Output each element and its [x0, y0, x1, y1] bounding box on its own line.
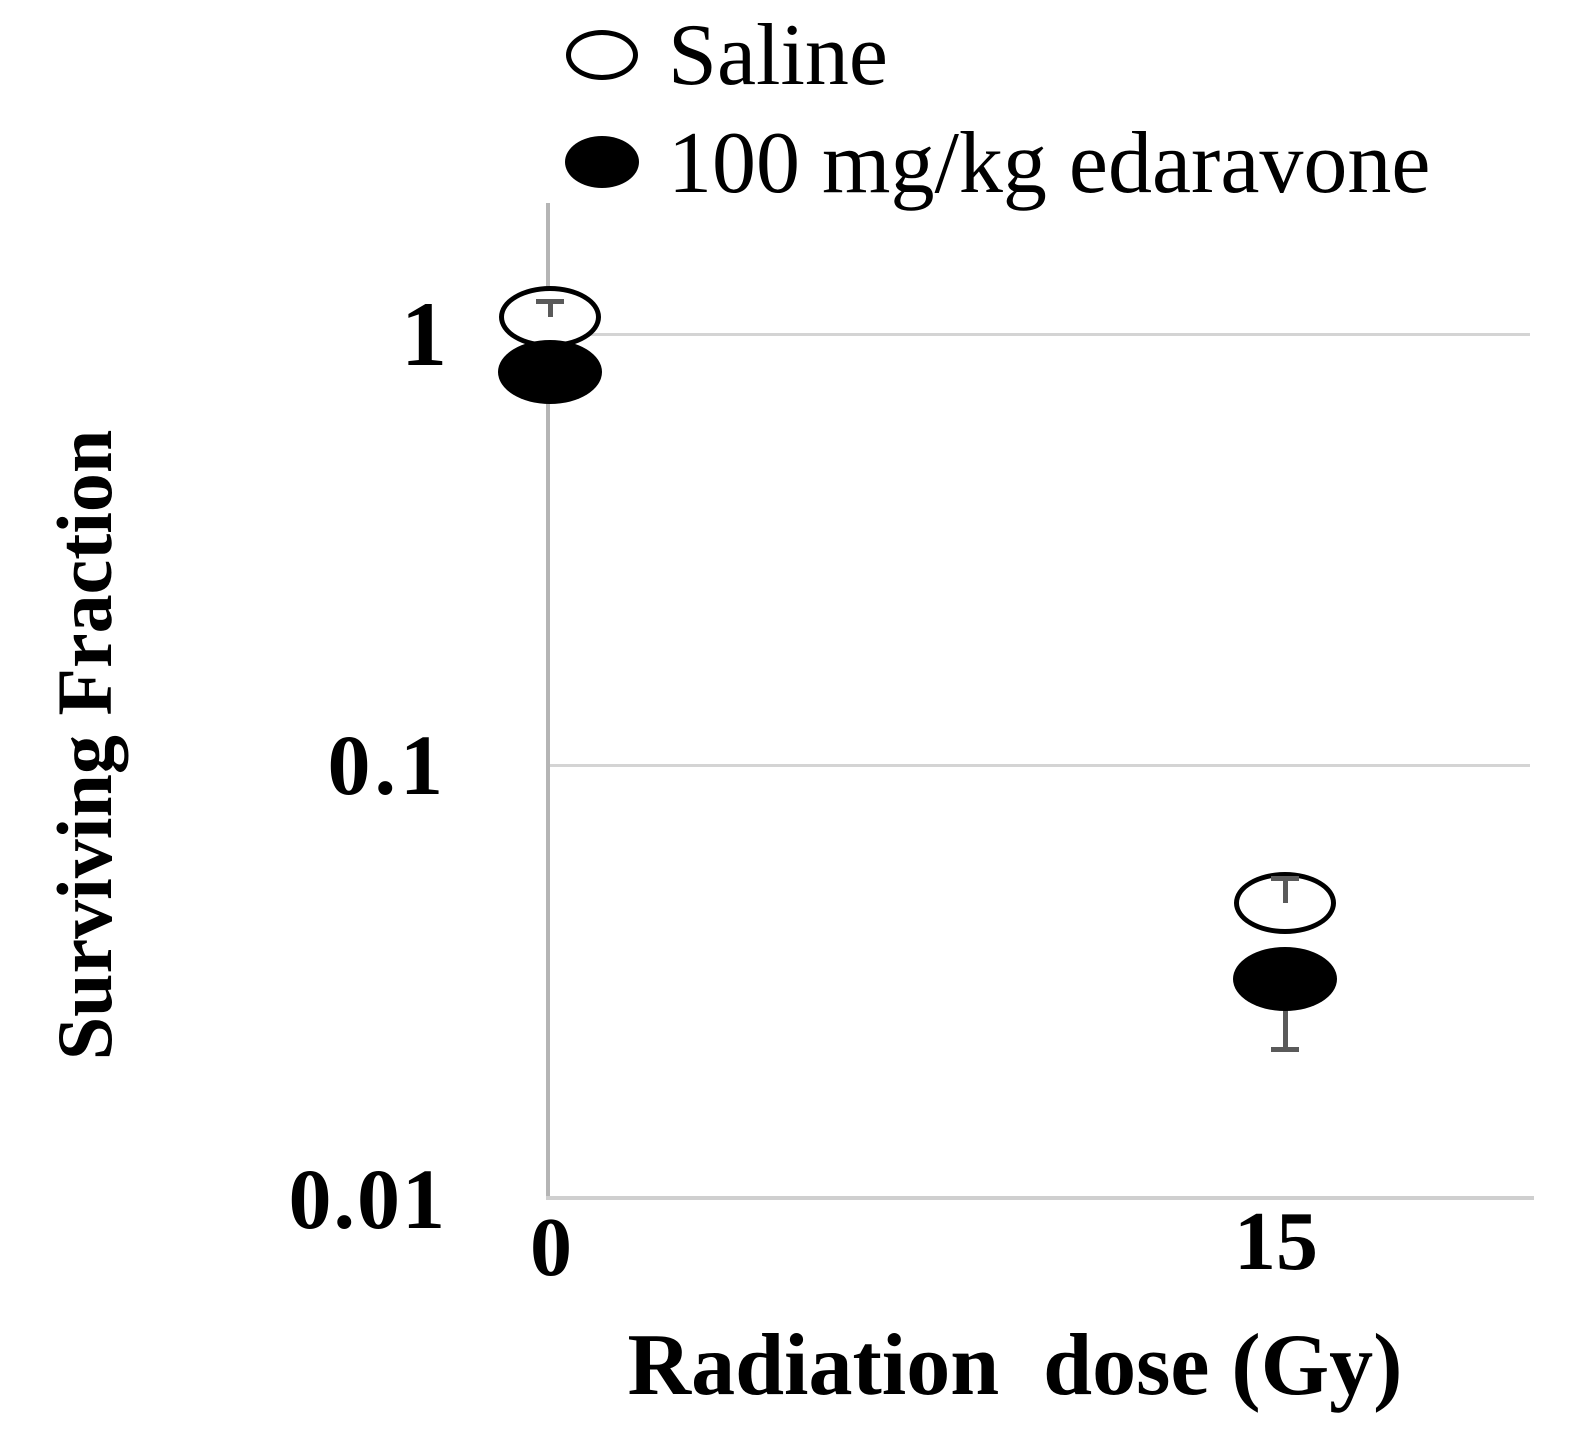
data-point-edaravone-0gy — [498, 340, 602, 405]
x-axis-title: Radiation dose (Gy) — [627, 1317, 1403, 1414]
y-axis-line — [546, 203, 550, 1200]
error-bar-upper-saline-0gy — [548, 300, 553, 318]
y-tick-0-01: 0.01 — [288, 1151, 447, 1247]
y-tick-1: 1 — [401, 283, 447, 385]
x-axis-line — [546, 1196, 1534, 1200]
error-bar-upper-saline-15gy — [1283, 877, 1288, 904]
legend-label-edaravone: 100 mg/kg edaravone — [668, 115, 1431, 212]
error-cap-lower-edaravone-15gy — [1271, 1047, 1299, 1053]
error-cap-upper-saline-15gy — [1271, 875, 1299, 881]
x-tick-0: 0 — [530, 1201, 572, 1294]
gridline-y-0-1 — [548, 764, 1530, 767]
y-tick-0-1: 0.1 — [327, 717, 447, 813]
data-point-edaravone-15gy — [1233, 947, 1337, 1012]
legend-open-circle-icon — [566, 30, 638, 80]
data-point-saline-0gy — [499, 286, 601, 349]
legend-filled-circle-icon — [565, 136, 639, 188]
gridline-y-1 — [548, 333, 1530, 336]
legend-label-saline: Saline — [668, 7, 888, 104]
x-tick-15: 15 — [1234, 1195, 1318, 1288]
error-bar-lower-edaravone-15gy — [1283, 979, 1288, 1050]
y-axis-title: Surviving Fraction — [41, 429, 128, 1061]
error-cap-upper-saline-0gy — [536, 298, 564, 304]
